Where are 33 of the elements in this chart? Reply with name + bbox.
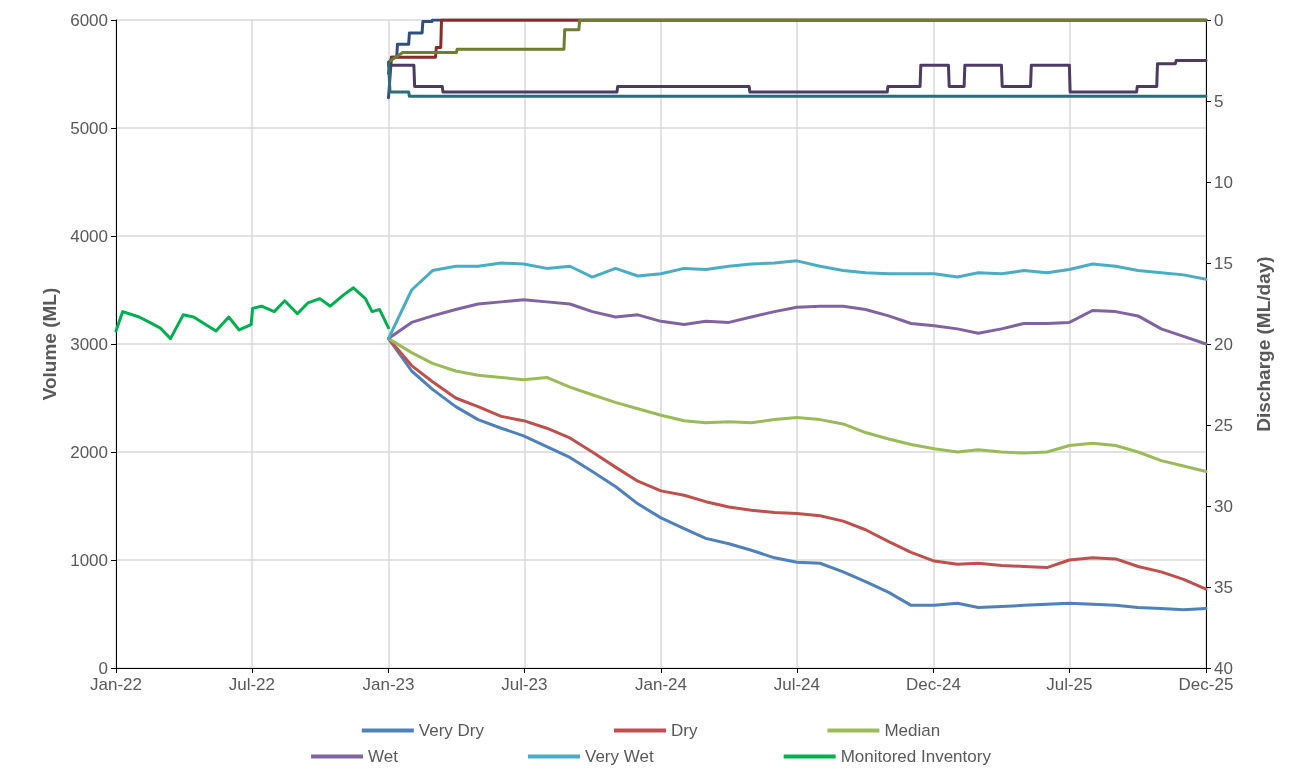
x-tick-label: Jan-24 <box>635 675 687 694</box>
x-tick-label: Jul-22 <box>228 675 276 694</box>
y-tick-label: 5000 <box>70 118 108 138</box>
x-tick-label: Dec-24 <box>906 675 961 694</box>
y-tick-label: 6000 <box>70 10 108 30</box>
y2-axis-title: Discharge (ML/day) <box>1253 256 1274 432</box>
x-tick-label: Jul-23 <box>501 675 548 694</box>
y2-tick-label: 0 <box>1214 10 1224 30</box>
x-tick-label: Jan-23 <box>362 675 415 694</box>
y2-tick-label: 30 <box>1214 496 1233 516</box>
x-tick-label: Dec-25 <box>1178 675 1234 694</box>
y-tick-label: 3000 <box>70 334 108 354</box>
x-tick-label: Jul-24 <box>773 675 821 694</box>
y-tick-label: 2000 <box>70 442 108 462</box>
legend-label: Wet <box>368 747 399 766</box>
y-tick-label: 4000 <box>70 226 108 246</box>
y-axis-title: Volume (ML) <box>39 287 61 401</box>
x-tick-label: Jul-25 <box>1046 675 1093 694</box>
legend-label: Very Wet <box>585 747 654 766</box>
y2-tick-label: 20 <box>1214 334 1233 354</box>
y2-tick-label: 25 <box>1214 415 1233 435</box>
legend-label: Median <box>884 721 941 740</box>
y2-tick-label: 5 <box>1214 91 1224 111</box>
y2-tick-label: 15 <box>1214 253 1233 273</box>
x-tick-label: Jan-22 <box>90 675 142 694</box>
legend-label: Dry <box>670 721 698 740</box>
legend-label: Very Dry <box>418 721 485 740</box>
y2-tick-label: 40 <box>1214 658 1233 678</box>
y2-tick-label: 35 <box>1214 577 1233 597</box>
legend-label: Monitored Inventory <box>840 747 992 766</box>
y-tick-label: 0 <box>98 658 108 678</box>
y2-tick-label: 10 <box>1214 172 1233 192</box>
y-tick-label: 1000 <box>70 550 108 570</box>
